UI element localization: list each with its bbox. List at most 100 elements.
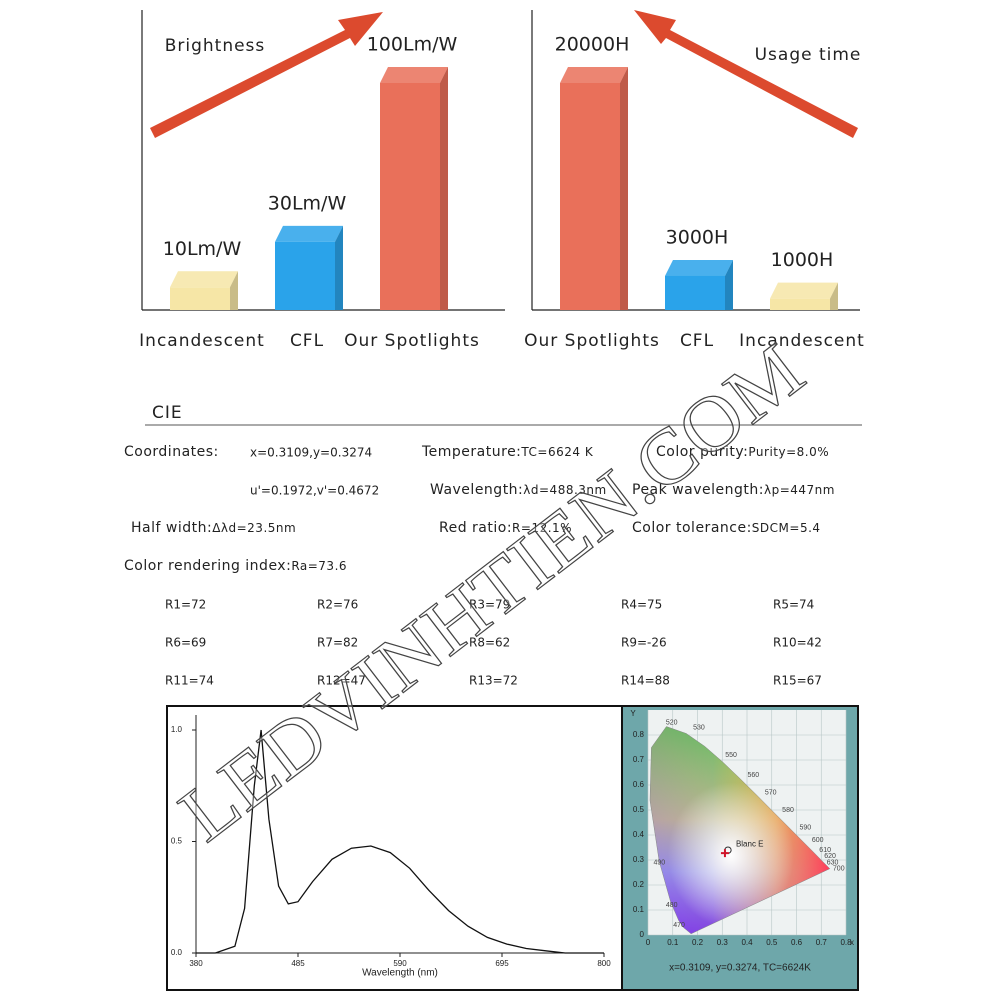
x-tick-label: 0.2 bbox=[692, 938, 704, 947]
locus-label: 520 bbox=[666, 719, 678, 726]
bar-top-shade bbox=[770, 282, 838, 299]
rendering-value: R4=75 bbox=[621, 598, 662, 612]
category-label: CFL bbox=[290, 331, 324, 351]
category-label: Our Spotlights bbox=[524, 331, 660, 351]
y-tick-label: 0.0 bbox=[171, 948, 183, 957]
y-tick-label: 0.3 bbox=[633, 855, 645, 864]
field-value: λp=447nm bbox=[764, 483, 835, 497]
cie-field: Color tolerance:SDCM=5.4 bbox=[632, 520, 821, 536]
y-tick-label: 0.7 bbox=[633, 755, 645, 764]
trend-arrow bbox=[150, 10, 858, 138]
chart-annotation: Usage time bbox=[755, 45, 862, 65]
rendering-value: R5=74 bbox=[773, 598, 814, 612]
y-tick-label: 0 bbox=[640, 930, 645, 939]
locus-label: 630 bbox=[827, 859, 839, 866]
rendering-value: R15=67 bbox=[773, 674, 822, 688]
rendering-value: R11=74 bbox=[165, 674, 214, 688]
locus-label: 480 bbox=[666, 902, 678, 909]
rendering-value: R8=62 bbox=[469, 636, 510, 650]
locus-label: 700 bbox=[833, 866, 845, 873]
x-tick-label: 485 bbox=[291, 959, 305, 968]
field-value: Ra=73.6 bbox=[291, 559, 347, 573]
rendering-value: R2=76 bbox=[317, 598, 358, 612]
x-tick-label: 0.8 bbox=[840, 938, 852, 947]
point-cross bbox=[720, 849, 729, 858]
value-label: 3000H bbox=[666, 226, 729, 248]
locus-label: 590 bbox=[800, 824, 812, 831]
x-tick-label: 0.5 bbox=[766, 938, 778, 947]
cie-field: Color purity:Purity=8.0% bbox=[656, 444, 829, 460]
field-value: Δλd=23.5nm bbox=[212, 521, 296, 535]
bar-top bbox=[380, 67, 448, 83]
locus-label: 550 bbox=[725, 752, 737, 759]
bar-side bbox=[440, 67, 448, 310]
locus-label: 570 bbox=[765, 789, 777, 796]
x-axis-label: x bbox=[850, 938, 854, 947]
bar-side-shade bbox=[440, 67, 448, 310]
rendering-value: R6=69 bbox=[165, 636, 206, 650]
bar-top bbox=[170, 271, 238, 288]
locus-label: 560 bbox=[748, 772, 760, 779]
x-axis-label: Wavelength (nm) bbox=[362, 968, 438, 979]
field-label: Temperature: bbox=[421, 444, 521, 460]
y-tick-label: 1.0 bbox=[171, 725, 183, 734]
bar-side-shade bbox=[620, 67, 628, 310]
bar-top bbox=[665, 259, 733, 276]
field-label: Half width: bbox=[131, 520, 212, 536]
category-label: Our Spotlights bbox=[344, 331, 480, 351]
rendering-value: R7=82 bbox=[317, 636, 358, 650]
y-tick-label: 0.5 bbox=[633, 805, 645, 814]
value-label: 1000H bbox=[771, 249, 834, 271]
section-title: CIE bbox=[152, 403, 183, 423]
chart-annotation: Brightness bbox=[165, 36, 266, 56]
field-label: Wavelength: bbox=[430, 482, 523, 498]
field-value: u'=0.1972,v'=0.4672 bbox=[250, 484, 379, 498]
rendering-value: R12=47 bbox=[317, 674, 366, 688]
rendering-value: R13=72 bbox=[469, 674, 518, 688]
cie-field: Peak wavelength:λp=447nm bbox=[632, 482, 835, 498]
bar-side bbox=[725, 259, 733, 310]
locus-label: 530 bbox=[693, 724, 705, 731]
x-tick-label: 380 bbox=[189, 959, 203, 968]
field-value: R=12.1% bbox=[512, 521, 572, 535]
field-value: λd=488.3nm bbox=[523, 483, 606, 497]
cie-field: Red ratio:R=12.1% bbox=[439, 520, 572, 536]
y-tick-label: 0.2 bbox=[633, 880, 645, 889]
field-value: Purity=8.0% bbox=[748, 445, 829, 459]
rendering-value: R9=-26 bbox=[621, 636, 667, 650]
x-tick-label: 0.6 bbox=[791, 938, 803, 947]
bar-top-shade bbox=[665, 259, 733, 276]
cie-caption: x=0.3109, y=0.3274, TC=6624K bbox=[669, 963, 811, 974]
field-label: Color purity: bbox=[656, 444, 748, 460]
rendering-value: R10=42 bbox=[773, 636, 822, 650]
value-label: 10Lm/W bbox=[163, 238, 242, 260]
x-tick-label: 0 bbox=[646, 938, 651, 947]
y-tick-label: 0.6 bbox=[633, 780, 645, 789]
x-tick-label: 0.7 bbox=[816, 938, 828, 947]
x-tick-label: 695 bbox=[495, 959, 509, 968]
cie-field: Color rendering index:Ra=73.6 bbox=[124, 558, 347, 574]
locus-label: 600 bbox=[812, 837, 824, 844]
bar bbox=[380, 83, 440, 310]
y-tick-label: 0.5 bbox=[171, 837, 183, 846]
gamut-outline bbox=[649, 726, 831, 935]
field-label: Coordinates: bbox=[124, 444, 219, 460]
point-label: Blanc E bbox=[736, 839, 764, 848]
x-tick-label: 590 bbox=[393, 959, 407, 968]
category-label: Incandescent bbox=[139, 331, 265, 351]
field-label: Red ratio: bbox=[439, 520, 512, 536]
value-label: 20000H bbox=[555, 34, 630, 56]
bar bbox=[170, 287, 230, 310]
locus-label: 470 bbox=[673, 922, 685, 929]
field-value: TC=6624 K bbox=[520, 445, 593, 459]
category-label: Incandescent bbox=[739, 331, 865, 351]
y-tick-label: 0.4 bbox=[633, 830, 645, 839]
bar-side bbox=[830, 282, 838, 310]
locus-label: 490 bbox=[653, 859, 665, 866]
field-value: x=0.3109,y=0.3274 bbox=[250, 446, 372, 460]
bar-top bbox=[275, 225, 343, 242]
bar bbox=[275, 241, 335, 310]
bar-top bbox=[770, 282, 838, 299]
value-label: 100Lm/W bbox=[367, 34, 458, 56]
